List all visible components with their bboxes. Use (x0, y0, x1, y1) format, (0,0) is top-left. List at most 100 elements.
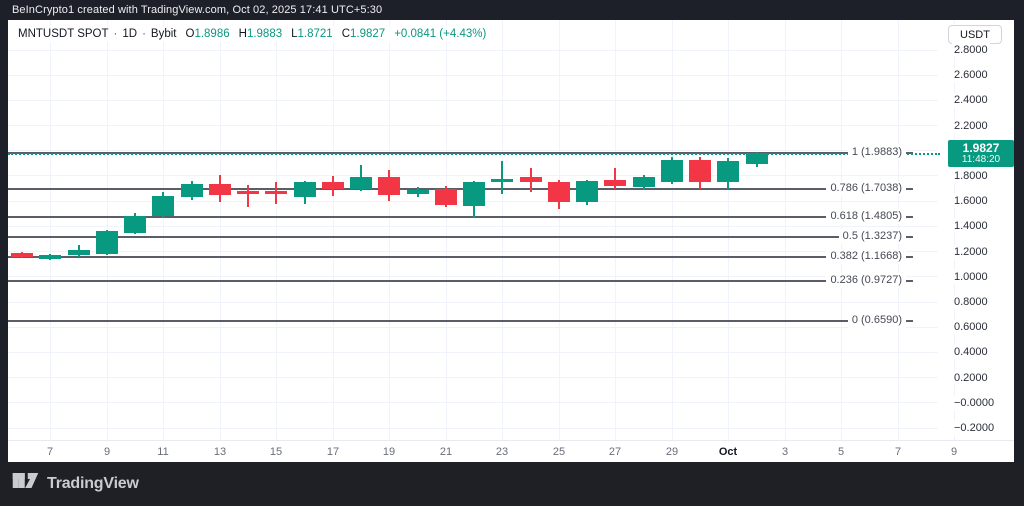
v-gridline (672, 20, 673, 440)
candle-sep-26 (576, 181, 598, 203)
candle-oct-1 (717, 160, 740, 183)
h-gridline (8, 402, 938, 403)
time-label: Oct (718, 446, 738, 458)
h-gridline (8, 226, 938, 227)
candle-sep-9 (95, 231, 118, 255)
candle-wick (501, 160, 504, 194)
fib-line-0.786 (8, 188, 913, 190)
h-gridline (8, 302, 938, 303)
time-label: 27 (608, 446, 622, 458)
v-gridline (502, 20, 503, 440)
time-label: 9 (950, 446, 958, 458)
fib-label-0.786: 0.786 (1.7038) (826, 181, 906, 196)
time-label: 25 (552, 446, 566, 458)
time-label: 3 (781, 446, 789, 458)
fib-label-0.618: 0.618 (1.4805) (826, 209, 906, 224)
legend-separator: · (113, 28, 118, 40)
price-tick: 2.2000 (952, 119, 990, 133)
h-gridline (8, 251, 938, 252)
price-tick: 2.8000 (952, 43, 990, 57)
candle-sep-30 (689, 159, 711, 183)
candle-sep-28 (632, 177, 655, 188)
fib-line-0.236 (8, 280, 913, 282)
price-tick: 0.6000 (952, 320, 990, 334)
countdown-timer: 11:48:20 (961, 154, 1001, 165)
time-axis[interactable]: 7 9 11 13 15 17 19 21 23 25 27 29 Oct 3 5 7 9 (8, 440, 1014, 462)
symbol-name: MNTUSDT SPOT (18, 28, 109, 40)
fib-line-0.618 (8, 216, 913, 218)
h-gridline (8, 150, 938, 151)
v-gridline (615, 20, 616, 440)
candle-sep-20 (406, 189, 429, 194)
chart-card: MNTUSDT SPOT · 1D · Bybit O1.8986 H1.988… (8, 20, 1014, 462)
v-gridline (50, 20, 51, 440)
v-gridline (728, 20, 729, 440)
fib-line-0.382 (8, 256, 913, 258)
candle-sep-18 (350, 177, 372, 189)
candle-sep-12 (180, 183, 203, 198)
time-label: 7 (46, 446, 54, 458)
fib-label-1: 1 (1.9883) (847, 145, 906, 160)
candle-sep-19 (378, 177, 401, 195)
h-gridline (8, 377, 938, 378)
brand-bar: TradingView (0, 462, 1024, 506)
time-label: 29 (665, 446, 679, 458)
time-label: 21 (439, 446, 453, 458)
v-gridline (785, 20, 786, 440)
candle-sep-13 (208, 183, 231, 195)
last-price-badge: 1.9827 11:48:20 (948, 140, 1014, 167)
candle-sep-6 (11, 252, 33, 257)
time-label: 13 (213, 446, 227, 458)
fib-label-0.236: 0.236 (0.9727) (826, 273, 906, 288)
v-gridline (163, 20, 164, 440)
exchange-label: Bybit (150, 28, 177, 40)
last-price-line (8, 153, 940, 155)
time-label: 17 (326, 446, 340, 458)
h-gridline (8, 125, 938, 126)
tradingview-logo-text: TradingView (47, 475, 139, 492)
price-tick: 1.2000 (952, 245, 990, 259)
price-change: +0.0841 (+4.43%) (394, 28, 487, 40)
v-gridline (220, 20, 221, 440)
ohlc-open: O1.8986 (185, 28, 230, 40)
price-tick: 0.2000 (952, 371, 990, 385)
v-gridline (107, 20, 108, 440)
h-gridline (8, 100, 938, 101)
candle-sep-17 (321, 182, 344, 189)
fib-line-0.5 (8, 236, 913, 238)
currency-button[interactable]: USDT (948, 25, 1002, 44)
interval-label: 1D (122, 28, 138, 40)
candle-sep-14 (237, 191, 259, 194)
price-tick: 2.4000 (952, 93, 990, 107)
time-label: 23 (495, 446, 509, 458)
candle-sep-11 (152, 196, 175, 217)
candle-sep-24 (519, 177, 542, 183)
h-gridline (8, 352, 938, 353)
symbol-legend[interactable]: MNTUSDT SPOT · 1D · Bybit O1.8986 H1.988… (14, 26, 491, 42)
fib-label-0: 0 (0.6590) (847, 313, 906, 328)
v-gridline (389, 20, 390, 440)
price-tick: 1.8000 (952, 169, 990, 183)
attribution-bar: BeInCrypto1 created with TradingView.com… (0, 0, 1024, 20)
time-label: 9 (103, 446, 111, 458)
price-tick: −0.2000 (952, 421, 997, 435)
attribution-text: BeInCrypto1 created with TradingView.com… (12, 4, 383, 16)
v-gridline (276, 20, 277, 440)
plot-area[interactable]: 1 (1.9883) 0.786 (1.7038) 0.618 (1.4805) 0.… (8, 20, 1014, 462)
ohlc-close: C1.9827 (341, 28, 386, 40)
price-axis[interactable]: USDT 1.9827 11:48:20 2.8000 2.6000 2.4000 2… (914, 20, 1014, 440)
candle-wick (614, 168, 617, 189)
price-tick: 2.6000 (952, 68, 990, 82)
time-label: 5 (837, 446, 845, 458)
h-gridline (8, 50, 938, 51)
price-tick: 0.4000 (952, 345, 990, 359)
h-gridline (8, 276, 938, 277)
price-tick: −0.0000 (952, 396, 997, 410)
price-tick: 0.8000 (952, 295, 990, 309)
time-label: 15 (269, 446, 283, 458)
candle-sep-27 (604, 179, 627, 187)
candle-wick (247, 184, 249, 208)
tradingview-logo[interactable]: TradingView (12, 472, 139, 497)
fib-label-0.382: 0.382 (1.1668) (826, 249, 906, 264)
